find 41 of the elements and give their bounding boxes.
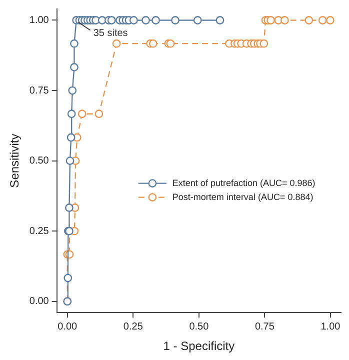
y-axis-title: Sensitivity bbox=[8, 134, 22, 188]
point bbox=[152, 16, 160, 24]
point bbox=[65, 204, 74, 212]
point bbox=[98, 16, 106, 24]
point bbox=[68, 86, 77, 95]
annotation: 35 sites bbox=[93, 28, 128, 39]
y-tick-label: 0.50 bbox=[29, 156, 50, 167]
point bbox=[304, 16, 314, 24]
y-tick-label: 0.75 bbox=[29, 85, 50, 96]
point bbox=[326, 16, 334, 24]
point bbox=[260, 39, 268, 48]
point bbox=[148, 39, 158, 48]
point bbox=[66, 156, 74, 165]
legend-label: Post-mortem interval (AUC= 0.884) bbox=[172, 192, 314, 202]
x-tick-label: 0.25 bbox=[123, 321, 144, 332]
point bbox=[318, 16, 327, 24]
point bbox=[280, 16, 289, 24]
x-tick-label: 1.00 bbox=[320, 321, 341, 332]
point bbox=[216, 16, 224, 24]
point bbox=[78, 110, 86, 118]
point bbox=[94, 110, 104, 118]
x-axis-title: 1 - Specificity bbox=[163, 339, 235, 354]
point bbox=[107, 16, 116, 24]
y-tick-label: 0.25 bbox=[29, 226, 50, 237]
point bbox=[64, 274, 72, 282]
point bbox=[129, 16, 138, 24]
point bbox=[171, 16, 180, 24]
point bbox=[266, 16, 275, 24]
point bbox=[193, 16, 202, 24]
x-tick-label: 0.50 bbox=[189, 321, 210, 332]
point bbox=[112, 39, 121, 48]
x-tick-label: 0.00 bbox=[58, 321, 78, 332]
point bbox=[142, 16, 150, 24]
point bbox=[67, 110, 76, 118]
point bbox=[70, 62, 78, 72]
point bbox=[66, 133, 76, 142]
y-tick-label: 0.00 bbox=[29, 296, 50, 308]
point bbox=[70, 39, 78, 48]
x-tick-label: 0.75 bbox=[254, 321, 275, 332]
y-tick-label: 1.00 bbox=[29, 14, 50, 26]
legend-label: Extent of putrefaction (AUC= 0.986) bbox=[172, 178, 316, 188]
